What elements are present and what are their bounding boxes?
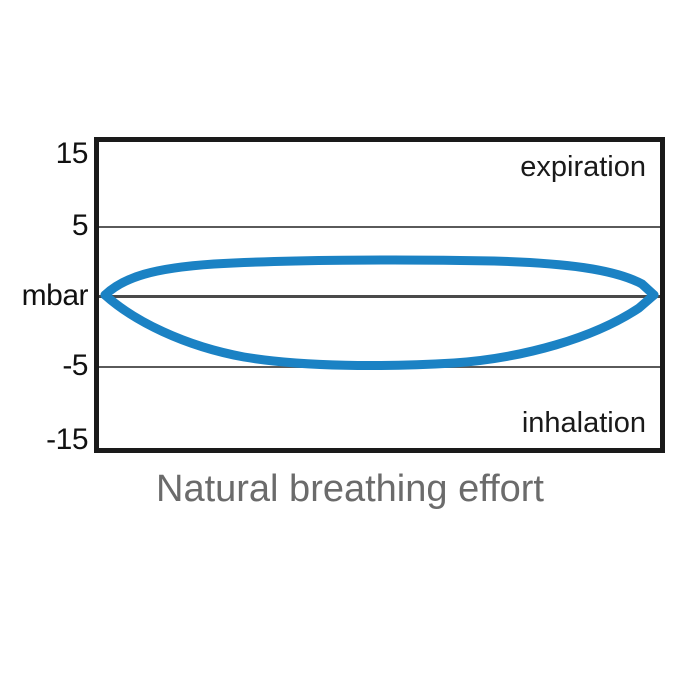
chart-plot-area: expiration inhalation (94, 137, 665, 453)
plot-label-inhalation: inhalation (521, 407, 646, 439)
y-axis-tick-15: 15 (55, 137, 89, 170)
gridline-plus5 (99, 226, 660, 228)
chart-caption: Natural breathing effort (156, 468, 544, 510)
y-axis-unit-label-mbar: mbar (21, 279, 89, 312)
inhalation-curve (100, 290, 659, 370)
y-axis-tick-5: 5 (71, 209, 89, 242)
y-axis-tick-minus15: -15 (46, 423, 88, 456)
plot-label-expiration: expiration (520, 151, 646, 183)
expiration-curve (100, 255, 659, 300)
breathing-pressure-loop (100, 255, 659, 370)
y-axis-tick-minus5: -5 (62, 349, 88, 382)
gridline-zero (99, 295, 660, 298)
